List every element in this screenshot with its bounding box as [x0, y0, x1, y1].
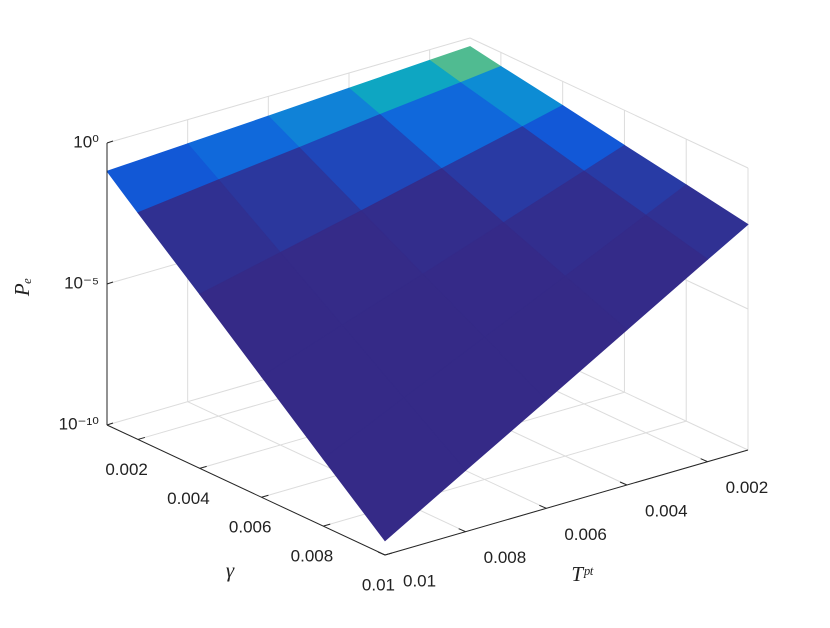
z-tick: [106, 422, 114, 426]
y-tick: [384, 552, 393, 556]
grid-line: [469, 37, 749, 169]
y-tick-label: 0.002: [105, 460, 148, 479]
y-tick: [199, 465, 207, 469]
x-tick-label: 0.004: [645, 501, 688, 520]
z-tick-label: 10⁰: [73, 132, 99, 151]
y-axis-line: [106, 424, 386, 556]
x-tick-label: 0.008: [484, 548, 527, 567]
y-tick: [261, 494, 269, 498]
z-tick-label: 10⁻¹⁰: [59, 414, 100, 433]
y-axis-label: γ: [226, 558, 235, 582]
x-tick: [619, 481, 628, 486]
z-tick: [106, 281, 114, 285]
x-tick: [539, 504, 547, 509]
x-tick-label: 0.002: [726, 478, 769, 497]
x-axis-line: [384, 449, 749, 556]
grid-line: [106, 37, 471, 144]
y-tick: [323, 523, 331, 527]
surface-layer: [106, 46, 749, 542]
y-tick: [137, 436, 146, 440]
x-tick: [700, 458, 708, 463]
x-tick-label: 0.01: [403, 571, 436, 590]
z-tick-label: 10⁻⁵: [64, 273, 99, 292]
x-axis-label: Tᵖᵗ: [571, 562, 594, 586]
axes-layer: 10⁻¹⁰ 10⁻⁵ 10⁰ 0.002 0.004 0.006 0.008 0.01 0.00…: [59, 132, 769, 594]
x-tick-label: 0.006: [564, 525, 607, 544]
x-tick: [377, 551, 386, 556]
y-tick-label: 0.01: [362, 575, 395, 594]
y-tick-label: 0.004: [167, 489, 210, 508]
y-tick-label: 0.008: [291, 547, 334, 566]
surface-patch: [322, 397, 467, 542]
z-tick: [106, 140, 114, 144]
y-tick-label: 0.006: [229, 518, 272, 537]
x-tick: [458, 528, 466, 533]
z-axis-label: Pₑ: [10, 278, 34, 297]
